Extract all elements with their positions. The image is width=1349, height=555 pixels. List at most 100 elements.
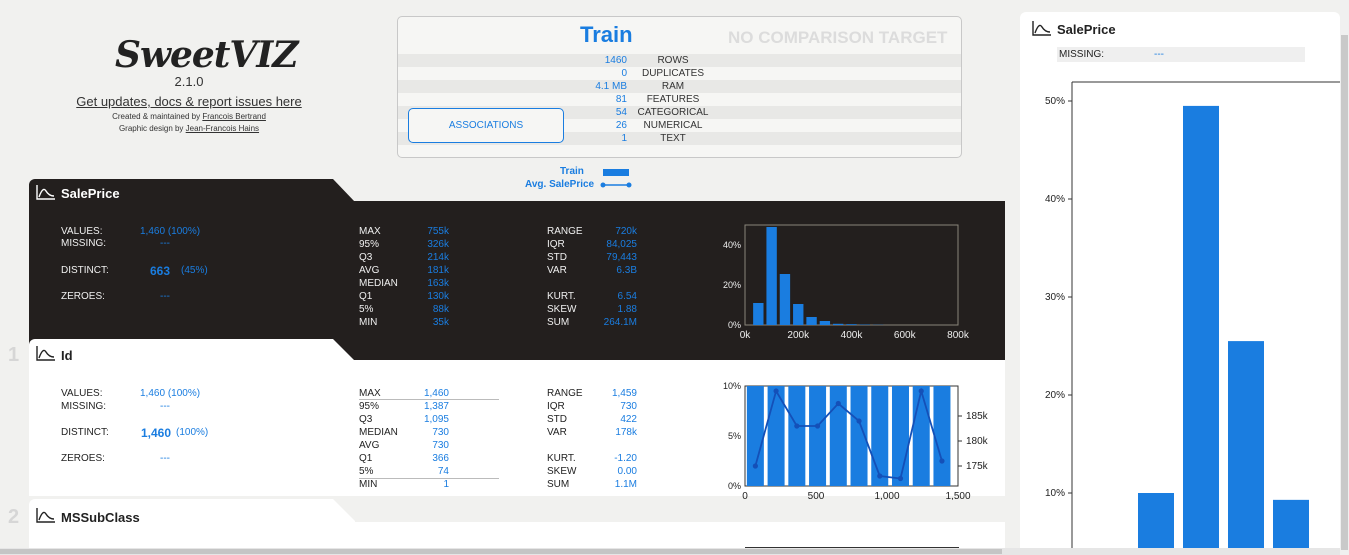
overview-row-label: ROWS bbox=[657, 55, 689, 66]
chart-bar bbox=[767, 386, 785, 486]
section-number-1: 1 bbox=[8, 344, 20, 366]
y-tick-label: 40% bbox=[1045, 194, 1065, 205]
stat-value: 720k bbox=[615, 226, 637, 237]
x-tick-label: 800k bbox=[947, 330, 970, 341]
updates-link[interactable]: Get updates, docs & report issues here bbox=[76, 94, 302, 109]
stat-label: Q3 bbox=[359, 414, 373, 425]
stat-label: RANGE bbox=[547, 226, 583, 237]
chart-bar bbox=[793, 304, 804, 325]
avg-point bbox=[835, 400, 841, 407]
mssubclass-title: MSSubClass bbox=[61, 510, 140, 525]
y-tick-label: 0% bbox=[728, 481, 741, 491]
x-tick-label: 1,000 bbox=[874, 491, 899, 500]
stat-label: AVG bbox=[359, 440, 380, 451]
stat-label: 95% bbox=[359, 239, 380, 250]
zeroes-label: ZEROES: bbox=[61, 291, 105, 302]
stat-value: 1,460 bbox=[423, 388, 449, 399]
avg-line bbox=[754, 387, 943, 480]
stat-value: 1.1M bbox=[614, 479, 637, 490]
y2-tick-label: 180k bbox=[966, 436, 989, 447]
chart-bar bbox=[1183, 105, 1219, 550]
x-tick-label: 0k bbox=[740, 330, 752, 341]
credit-maintainer-link[interactable]: Francois Bertrand bbox=[202, 112, 266, 121]
values-value: 1,460 (100%) bbox=[140, 388, 200, 399]
stat-label: SUM bbox=[547, 479, 570, 490]
detail-tab bbox=[1020, 12, 1340, 40]
detail-histogram: 10% 20% 30% 40% 50% bbox=[1045, 81, 1340, 550]
vertical-scroll-thumb[interactable] bbox=[1341, 35, 1348, 550]
overview-row-label: TEXT bbox=[660, 133, 686, 144]
overview-row-label: DUPLICATES bbox=[641, 68, 705, 79]
stat-value: 6.3B bbox=[616, 265, 637, 276]
stat-value: 130k bbox=[427, 291, 449, 302]
overview-row: 4.1 MB RAM bbox=[398, 80, 961, 93]
x-tick-label: 0 bbox=[742, 491, 748, 500]
stat-label: SUM bbox=[547, 317, 570, 328]
stat-value: 35k bbox=[432, 317, 449, 328]
y-tick-label: 40% bbox=[723, 240, 741, 250]
mssubclass-tab-corner bbox=[325, 499, 355, 523]
credit-designer-prefix: Graphic design by bbox=[118, 124, 186, 133]
chart-bar bbox=[1228, 341, 1264, 550]
avg-point bbox=[773, 388, 779, 394]
stat-label: MAX bbox=[359, 388, 381, 399]
avg-point bbox=[897, 475, 904, 482]
avg-point bbox=[752, 463, 758, 469]
stat-label: MEDIAN bbox=[359, 427, 398, 438]
chart-bar bbox=[809, 386, 827, 486]
overview-row: 81 FEATURES bbox=[398, 93, 961, 106]
missing-label: MISSING: bbox=[61, 401, 107, 412]
values-value: 1,460 (100%) bbox=[140, 226, 200, 237]
stat-label: MAX bbox=[359, 226, 381, 237]
stat-value: 755k bbox=[427, 226, 449, 237]
overview-row-label: FEATURES bbox=[646, 94, 700, 105]
stat-value: 181k bbox=[427, 265, 449, 276]
chart-bar bbox=[933, 386, 951, 486]
stat-value: 326k bbox=[427, 239, 449, 250]
overview-row: 26 NUMERICAL bbox=[398, 119, 961, 132]
id-tab-corner bbox=[325, 339, 355, 361]
legend-train-label: Train bbox=[560, 166, 584, 177]
y-tick-label: 10% bbox=[723, 381, 741, 391]
avg-point bbox=[918, 388, 924, 394]
y-tick-label: 10% bbox=[1045, 488, 1065, 499]
x-tick-label: 600k bbox=[894, 330, 917, 341]
distribution-icon bbox=[36, 508, 55, 523]
stat-label: RANGE bbox=[547, 388, 583, 399]
y-tick-label: 20% bbox=[1045, 390, 1065, 401]
distinct-pct: (45%) bbox=[181, 265, 208, 276]
stat-label: MEDIAN bbox=[359, 278, 398, 289]
overview-row-value: 4.1 MB bbox=[595, 81, 627, 92]
stat-value: 1,459 bbox=[611, 388, 637, 399]
sweetviz-logo: SweetVIZ bbox=[115, 34, 298, 76]
chart-bar bbox=[1138, 493, 1174, 550]
detail-title: SalePrice bbox=[1057, 22, 1116, 37]
y2-tick-label: 175k bbox=[966, 461, 989, 472]
credit-designer-link[interactable]: Jean-Francois Hains bbox=[185, 124, 260, 133]
legend-avg-swatch bbox=[600, 182, 632, 188]
chart-bar bbox=[912, 386, 930, 486]
stat-value: 214k bbox=[427, 252, 449, 263]
distinct-label: DISTINCT: bbox=[61, 427, 109, 438]
stat-label: Q1 bbox=[359, 453, 373, 464]
stat-label: Q1 bbox=[359, 291, 373, 302]
avg-point bbox=[814, 423, 821, 429]
quantile-divider-top bbox=[359, 399, 499, 400]
horizontal-scroll-thumb[interactable] bbox=[0, 549, 1002, 554]
quantile-divider-bottom bbox=[359, 478, 499, 479]
chart-bar bbox=[766, 227, 777, 325]
overview-row-value: 54 bbox=[615, 107, 627, 118]
associations-button[interactable]: ASSOCIATIONS bbox=[408, 108, 564, 143]
stat-value: 730 bbox=[432, 440, 449, 451]
stat-label: IQR bbox=[547, 239, 565, 250]
y-tick-label: 30% bbox=[1045, 292, 1065, 303]
stat-label: KURT. bbox=[547, 291, 576, 302]
x-tick-label: 400k bbox=[841, 330, 864, 341]
legend-avg: Avg. SalePrice bbox=[525, 179, 594, 190]
stat-value: 178k bbox=[615, 427, 637, 438]
stat-value: 1,095 bbox=[423, 414, 449, 425]
detail-missing-label: MISSING: bbox=[1059, 49, 1105, 60]
stat-label: MIN bbox=[359, 317, 378, 328]
id-histogram: 0% 5% 10% 175k 180k 185k 0 500 1,000 1,500 bbox=[723, 381, 989, 500]
values-count: 1,460 bbox=[140, 226, 166, 237]
